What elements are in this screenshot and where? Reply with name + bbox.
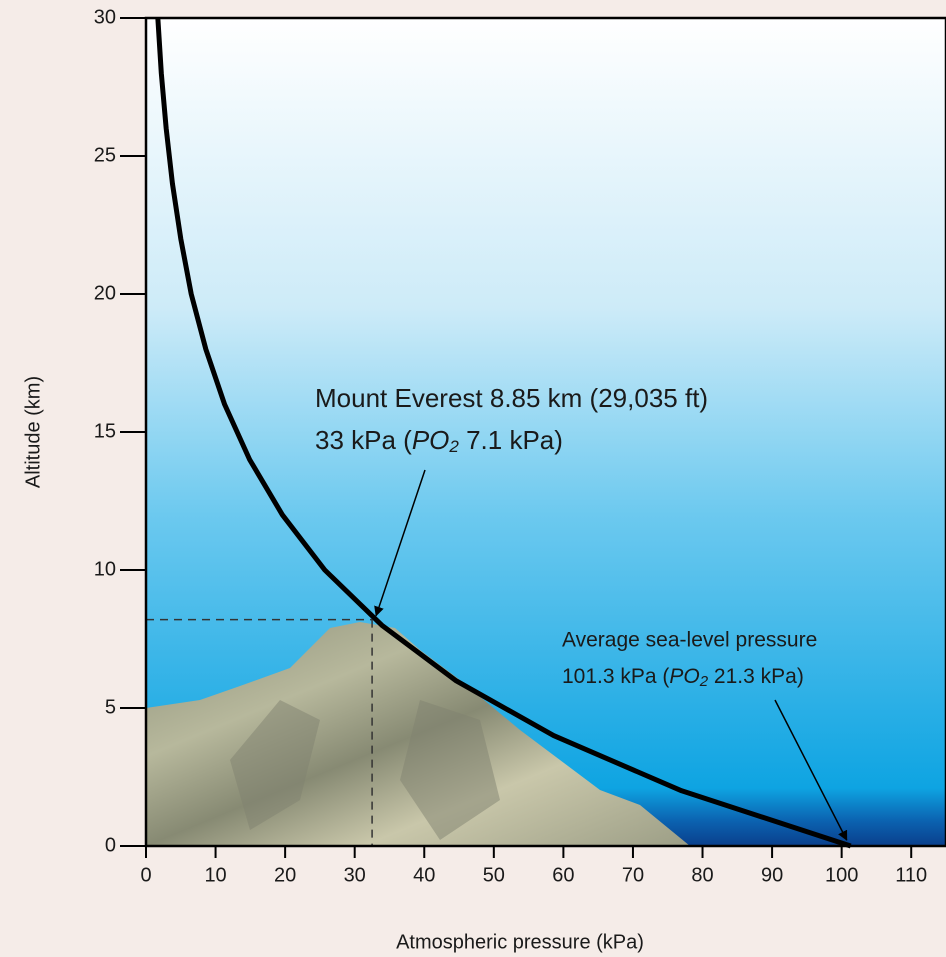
annotation-text: 101.3 kPa (PO2 21.3 kPa)	[562, 665, 804, 690]
x-tick-label: 110	[895, 864, 927, 886]
annotation-part: 21.3 kPa)	[708, 665, 804, 688]
pressure-curve	[155, 17, 852, 849]
annotation-arrow	[774, 699, 848, 841]
x-tick-label: 80	[691, 864, 713, 886]
x-tick-label: 50	[483, 864, 505, 886]
annotation-part: 2	[699, 673, 709, 690]
y-tick-label: 5	[105, 696, 116, 718]
y-tick-label: 10	[94, 558, 116, 580]
y-tick-label: 30	[94, 6, 116, 28]
mountain-shade	[400, 700, 500, 840]
annotation-part: 33 kPa (	[315, 425, 412, 455]
x-tick-label: 10	[204, 864, 226, 886]
x-tick-label: 30	[344, 864, 366, 886]
annotation-title: Average sea-level pressure	[562, 629, 817, 652]
mountain-shade	[230, 700, 320, 830]
annotation-text: 33 kPa (PO2 7.1 kPa)	[315, 425, 563, 457]
annotation-part: 101.3 kPa (	[562, 665, 669, 688]
annotation-arrow	[374, 469, 426, 617]
x-tick-label: 60	[552, 864, 574, 886]
y-tick-label: 20	[94, 282, 116, 304]
y-axis-title: Altitude (km)	[22, 376, 44, 488]
x-tick-label: 100	[825, 864, 858, 886]
y-tick-label: 0	[105, 834, 116, 856]
y-tick-label: 25	[94, 144, 116, 166]
annotation-title: Mount Everest 8.85 km (29,035 ft)	[315, 383, 708, 413]
annotation-part: PO	[412, 425, 450, 455]
x-tick-label: 0	[140, 864, 151, 886]
x-tick-label: 70	[622, 864, 644, 886]
annotation-part: PO	[669, 665, 699, 688]
y-tick-label: 15	[94, 420, 116, 442]
x-tick-label: 20	[274, 864, 296, 886]
annotation-part: 2	[448, 437, 459, 456]
annotation-part: 7.1 kPa)	[459, 425, 563, 455]
x-axis-title: Atmospheric pressure (kPa)	[396, 931, 644, 953]
x-tick-label: 40	[413, 864, 435, 886]
x-tick-label: 90	[761, 864, 783, 886]
